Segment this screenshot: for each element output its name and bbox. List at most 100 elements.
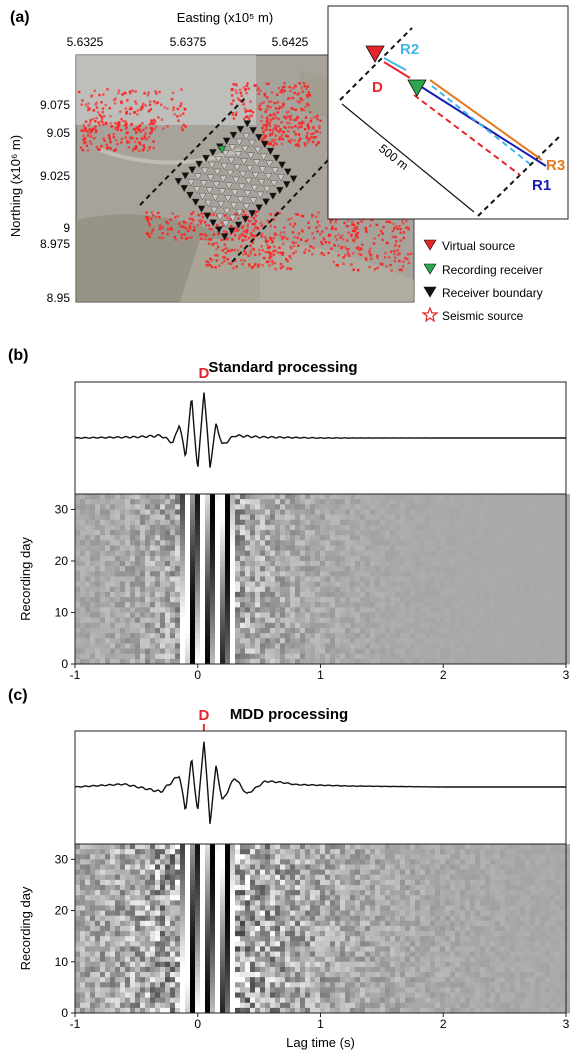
heatmap-cell xyxy=(395,648,400,655)
seismic-source-point xyxy=(277,125,280,128)
heatmap-cell xyxy=(415,545,420,552)
seismic-source-point xyxy=(115,139,118,142)
heatmap-cell xyxy=(105,612,110,619)
heatmap-cell xyxy=(460,602,465,608)
heatmap-cell xyxy=(80,844,85,850)
heatmap-cell xyxy=(370,653,375,660)
heatmap-cell xyxy=(230,622,235,629)
heatmap-cell xyxy=(335,859,340,865)
seismic-source-point xyxy=(407,228,410,232)
seismic-source-point xyxy=(391,229,395,233)
heatmap-cell xyxy=(305,617,310,624)
heatmap-cell xyxy=(425,560,430,567)
heatmap-cell xyxy=(245,607,250,613)
seismic-source-point xyxy=(306,141,310,144)
heatmap-cell xyxy=(475,633,480,639)
seismic-source-point xyxy=(341,245,344,249)
seismic-source-point xyxy=(240,245,243,248)
interior-receiver xyxy=(194,173,202,181)
seismic-source-point xyxy=(263,94,267,97)
heatmap-cell xyxy=(95,648,100,655)
heatmap-cell xyxy=(180,535,185,541)
heatmap-cell xyxy=(300,560,305,567)
seismic-source-point xyxy=(147,216,150,219)
heatmap-cell xyxy=(135,509,140,515)
heatmap-cell xyxy=(130,530,135,536)
heatmap-cell xyxy=(535,540,540,546)
seismic-source-point xyxy=(238,88,242,91)
heatmap-cell xyxy=(280,653,285,660)
heatmap-cell xyxy=(410,509,415,515)
heatmap-cell xyxy=(230,571,235,577)
heatmap-cell xyxy=(535,591,540,598)
seismic-source-point xyxy=(166,228,170,231)
heatmap-cell xyxy=(505,854,510,860)
heatmap-cell xyxy=(470,658,475,665)
seismic-source-point xyxy=(346,252,350,256)
seismic-source-point xyxy=(352,252,355,255)
heatmap-cell xyxy=(540,859,545,865)
heatmap-cell xyxy=(475,550,480,557)
heatmap-cell xyxy=(220,612,225,619)
heatmap-cell xyxy=(310,643,315,649)
heatmap-cell xyxy=(455,519,460,526)
heatmap-cell xyxy=(520,499,525,505)
heatmap-cell xyxy=(170,550,175,557)
heatmap-cell xyxy=(320,844,325,850)
heatmap-cell xyxy=(550,509,555,515)
heatmap-cell xyxy=(385,859,390,865)
heatmap-cell xyxy=(375,535,380,541)
heatmap-cell xyxy=(85,545,90,552)
heatmap-cell xyxy=(190,653,195,660)
seismic-source-point xyxy=(273,127,276,130)
seismic-source-point xyxy=(279,251,282,255)
heatmap-cell xyxy=(310,540,315,546)
heatmap-cell xyxy=(180,653,185,660)
heatmap-cell xyxy=(510,844,515,850)
seismic-source-point xyxy=(89,119,92,122)
heatmap-cell xyxy=(230,509,235,515)
seismic-source-point xyxy=(289,267,293,271)
heatmap-cell xyxy=(180,638,185,644)
heatmap-cell xyxy=(105,602,110,608)
heatmap-cell xyxy=(145,658,150,665)
heatmap-cell xyxy=(140,607,145,613)
heatmap-cell xyxy=(360,617,365,624)
heatmap-cell xyxy=(525,643,530,649)
heatmap-cell xyxy=(75,581,80,588)
heatmap-cell xyxy=(560,658,565,665)
heatmap-cell xyxy=(125,494,130,500)
heatmap-cell xyxy=(235,638,240,644)
heatmap-cell xyxy=(115,535,120,541)
heatmap-cell xyxy=(215,617,220,624)
heatmap-cell xyxy=(515,638,520,644)
boundary-receiver xyxy=(174,178,183,186)
heatmap-cell xyxy=(385,494,390,500)
heatmap-cell xyxy=(490,607,495,613)
heatmap-cell xyxy=(420,591,425,598)
heatmap-cell xyxy=(475,519,480,526)
heatmap-cell xyxy=(80,494,85,500)
seismic-source-point xyxy=(381,232,384,235)
heatmap-cell xyxy=(410,566,415,572)
heatmap-cell xyxy=(185,607,190,613)
seismic-source-point xyxy=(148,122,151,126)
heatmap-cell xyxy=(330,617,335,624)
heatmap-cell xyxy=(340,612,345,619)
heatmap-cell xyxy=(130,859,135,865)
heatmap-cell xyxy=(450,622,455,629)
seismic-source-point xyxy=(307,104,310,107)
heatmap-cell xyxy=(430,627,435,634)
heatmap-cell xyxy=(310,581,315,588)
heatmap-cell xyxy=(475,576,480,582)
seismic-source-point xyxy=(244,110,247,113)
heatmap-cell xyxy=(135,586,140,593)
heatmap-cell xyxy=(270,617,275,624)
heatmap-cell xyxy=(185,617,190,624)
heatmap-cell xyxy=(380,566,385,572)
heatmap-cell xyxy=(500,504,505,510)
heatmap-cell xyxy=(85,555,90,562)
heatmap-cell xyxy=(190,514,195,521)
heatmap-cell xyxy=(240,638,245,644)
seismic-source-point xyxy=(100,115,103,118)
